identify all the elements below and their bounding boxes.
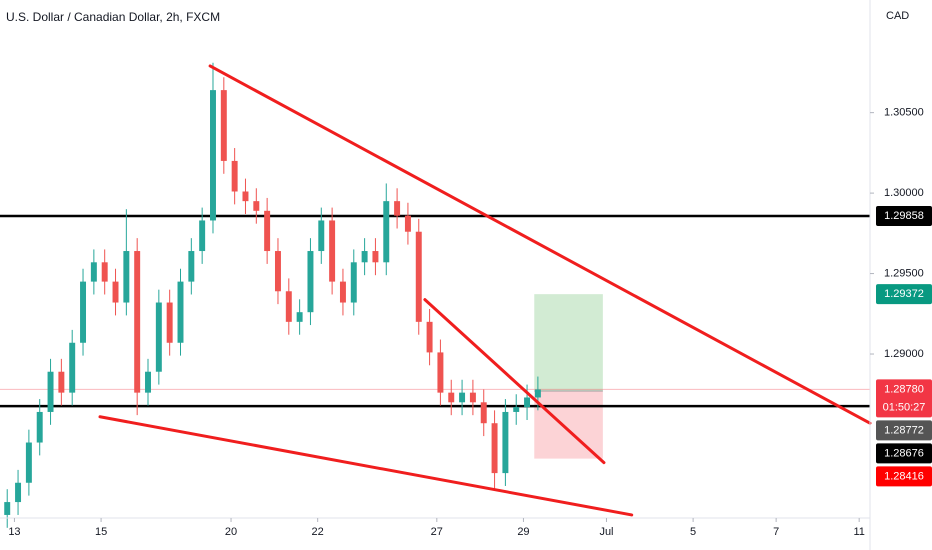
candle-body	[166, 302, 173, 343]
y-tick-label: 1.30500	[884, 107, 924, 119]
candle-body	[231, 160, 238, 192]
candle-body	[242, 191, 249, 202]
candle-body	[155, 302, 162, 372]
x-tick-label: 20	[225, 526, 237, 538]
candle-body	[36, 411, 43, 443]
x-tick-label: 7	[773, 526, 779, 538]
candle-body	[513, 407, 520, 412]
x-tick-label: 5	[690, 526, 696, 538]
price-label: 1.29372	[884, 288, 924, 300]
candle-body	[285, 291, 292, 322]
candle-body	[264, 210, 271, 252]
candle-body	[296, 312, 303, 322]
candle-body	[188, 251, 195, 282]
candle-body	[394, 201, 401, 216]
price-label-box	[876, 205, 932, 226]
currency-label: CAD	[886, 10, 909, 22]
candle-body	[134, 251, 141, 393]
candle-body	[220, 90, 227, 161]
x-tick-label: 15	[95, 526, 107, 538]
price-label-box	[876, 379, 932, 418]
x-tick-label: 27	[431, 526, 443, 538]
x-tick-label: 11	[853, 526, 864, 538]
candle-body	[469, 392, 476, 403]
trend-line	[208, 64, 872, 425]
candle-body	[58, 371, 65, 393]
candle-body	[210, 90, 216, 221]
price-label-box	[876, 466, 932, 487]
candle-body	[480, 402, 487, 424]
take-profit-zone	[534, 294, 603, 392]
candle-body	[199, 220, 206, 252]
candle-body	[426, 321, 433, 353]
candle-body	[318, 220, 325, 252]
candle-body	[329, 220, 336, 282]
trend-line	[98, 415, 634, 517]
stop-loss-zone	[534, 391, 603, 459]
candle-body	[25, 442, 32, 483]
candle-body	[404, 215, 411, 232]
price-label-box	[876, 284, 932, 305]
x-tick-label: 29	[517, 526, 529, 538]
candle-body	[145, 371, 151, 393]
candle-body	[524, 397, 531, 408]
candle-body	[415, 231, 422, 322]
candle-body	[383, 201, 390, 263]
candle-body	[274, 251, 281, 292]
x-tick-label: Jul	[599, 526, 613, 538]
candle-body	[534, 389, 541, 398]
candle-body	[491, 423, 498, 474]
candle-body	[15, 482, 22, 503]
candle-body	[90, 262, 97, 282]
candle-body	[502, 411, 509, 474]
candle-body	[112, 281, 119, 303]
candle-body	[101, 262, 108, 282]
x-tick-label: 22	[312, 526, 324, 538]
candle-body	[361, 251, 368, 263]
candle-body	[339, 281, 346, 303]
candle-body	[80, 281, 87, 343]
y-tick-label: 1.29500	[884, 267, 924, 279]
price-label-box	[876, 420, 932, 441]
candle-body	[372, 251, 379, 263]
candle-body	[307, 251, 314, 313]
countdown-label: 01:50:27	[883, 401, 926, 413]
price-label: 1.28780	[884, 383, 924, 395]
candle-body	[47, 371, 54, 412]
x-tick-label: 13	[8, 526, 20, 538]
candle-body	[123, 251, 130, 303]
price-label-box	[876, 443, 932, 464]
y-tick-label: 1.29000	[884, 348, 924, 360]
candle-body	[69, 342, 76, 393]
candle-body	[253, 201, 260, 211]
trend-line	[423, 298, 606, 465]
plot-area	[0, 62, 872, 528]
candle-body	[350, 262, 357, 303]
chart-title: U.S. Dollar / Canadian Dollar, 2h, FXCM	[6, 10, 220, 24]
candle-body	[459, 392, 466, 403]
candle-body	[4, 502, 11, 515]
candle-body	[448, 392, 455, 403]
price-label: 1.28416	[884, 470, 924, 482]
y-tick-label: 1.30000	[884, 187, 924, 199]
price-label: 1.28772	[884, 424, 924, 436]
candle-body	[177, 281, 184, 343]
price-label: 1.29858	[884, 210, 924, 222]
candle-body	[437, 352, 444, 393]
price-label: 1.28676	[884, 447, 924, 459]
